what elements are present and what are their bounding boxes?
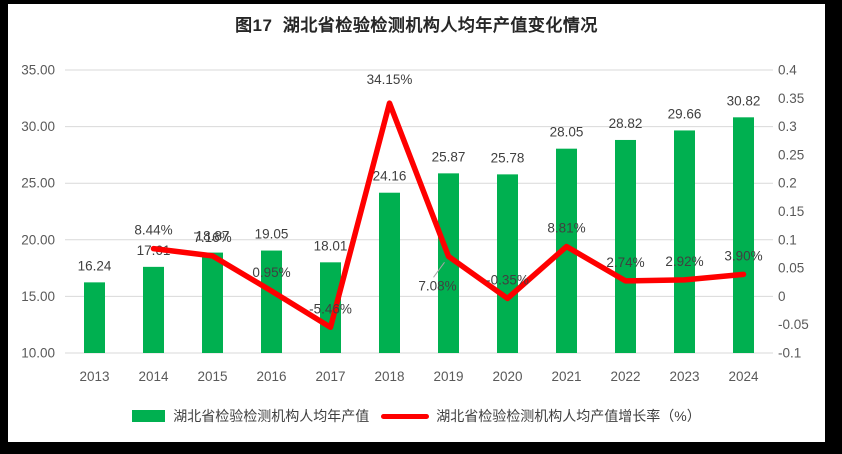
left-axis-tick: 10.00	[21, 346, 55, 361]
right-axis-tick: 0.4	[778, 63, 797, 78]
growth-point-label: 2.74%	[606, 255, 644, 270]
bar	[497, 174, 518, 353]
right-axis-tick: 0.3	[778, 119, 797, 134]
year-label: 2014	[138, 369, 169, 384]
left-axis-tick: 20.00	[21, 232, 55, 247]
growth-point-label: 0.95%	[252, 265, 290, 280]
bar	[733, 117, 754, 353]
bar-value-label: 25.78	[491, 150, 525, 165]
chart-title: 图17 湖北省检验检测机构人均年产值变化情况	[235, 16, 598, 35]
bar	[202, 252, 223, 353]
bar-value-label: 16.24	[78, 258, 112, 273]
year-label: 2019	[433, 369, 463, 384]
year-label: 2024	[728, 369, 759, 384]
legend-bar-swatch	[132, 410, 166, 422]
right-axis-tick: 0.15	[778, 204, 804, 219]
left-axis-tick: 15.00	[21, 289, 55, 304]
year-label: 2016	[256, 369, 286, 384]
bar-value-label: 28.82	[609, 116, 643, 131]
bar-value-label: 29.66	[668, 106, 702, 121]
growth-point-label: 7.08%	[418, 278, 456, 293]
bar	[615, 139, 636, 353]
bar	[84, 282, 105, 353]
bar	[438, 173, 459, 353]
left-axis-tick: 35.00	[21, 63, 55, 78]
bar-value-label: 18.87	[196, 229, 230, 244]
growth-line	[150, 100, 747, 331]
year-label: 2021	[551, 369, 581, 384]
legend-line-label: 湖北省检验检测机构人均产值增长率（%）	[436, 408, 701, 424]
right-axis-tick: 0.05	[778, 261, 804, 276]
left-axis-tick: 30.00	[21, 119, 55, 134]
bar-value-label: 25.87	[432, 149, 466, 164]
bar	[320, 262, 341, 353]
growth-point-label: 2.92%	[665, 254, 703, 269]
growth-point-label: 8.81%	[547, 221, 585, 236]
legend: 湖北省检验检测机构人均年产值 湖北省检验检测机构人均产值增长率（%）	[8, 406, 825, 426]
year-label: 2015	[197, 369, 227, 384]
bar-value-label: 28.05	[550, 125, 584, 140]
year-label: 2020	[492, 369, 522, 384]
right-axis-tick: -0.1	[778, 346, 801, 361]
chart-plot: 35.00 30.00 25.00 20.00 15.00 10.00 0.4 0.35 0.3…	[21, 63, 809, 385]
bar	[261, 250, 282, 353]
year-label: 2017	[315, 369, 345, 384]
growth-point-label: 3.90%	[724, 248, 762, 263]
bar-value-label: 30.82	[727, 93, 761, 108]
growth-point-label: 34.15%	[367, 72, 413, 87]
leader-line	[433, 262, 445, 278]
year-label: 2022	[610, 369, 640, 384]
right-axis-tick: 0.1	[778, 232, 797, 247]
growth-point-label: -0.35%	[486, 272, 529, 287]
year-label: 2023	[669, 369, 699, 384]
legend-line-swatch	[381, 413, 430, 419]
bar-value-label: 24.16	[373, 169, 407, 184]
legend-bar-label: 湖北省检验检测机构人均年产值	[173, 408, 370, 424]
growth-point-label: 7.16%	[193, 230, 231, 245]
bar-value-label: 18.01	[314, 238, 348, 253]
year-label: 2018	[374, 369, 404, 384]
growth-point-label: 8.44%	[134, 223, 172, 238]
left-axis-tick: 25.00	[21, 176, 55, 191]
right-axis-tick: -0.05	[778, 317, 809, 332]
growth-point-label: -5.46%	[309, 301, 352, 316]
bar-value-label: 19.05	[255, 227, 289, 242]
chart-canvas: 图17 湖北省检验检测机构人均年产值变化情况 35.00 30.00 25.00 20…	[8, 4, 825, 442]
bar	[379, 192, 400, 353]
bar	[674, 130, 695, 353]
right-axis-tick: 0.2	[778, 176, 797, 191]
bar	[143, 266, 164, 353]
right-axis-tick: 0	[778, 289, 786, 304]
right-axis-tick: 0.35	[778, 91, 804, 106]
bar	[556, 148, 577, 353]
right-axis-tick: 0.25	[778, 147, 804, 162]
year-label: 2013	[79, 369, 109, 384]
